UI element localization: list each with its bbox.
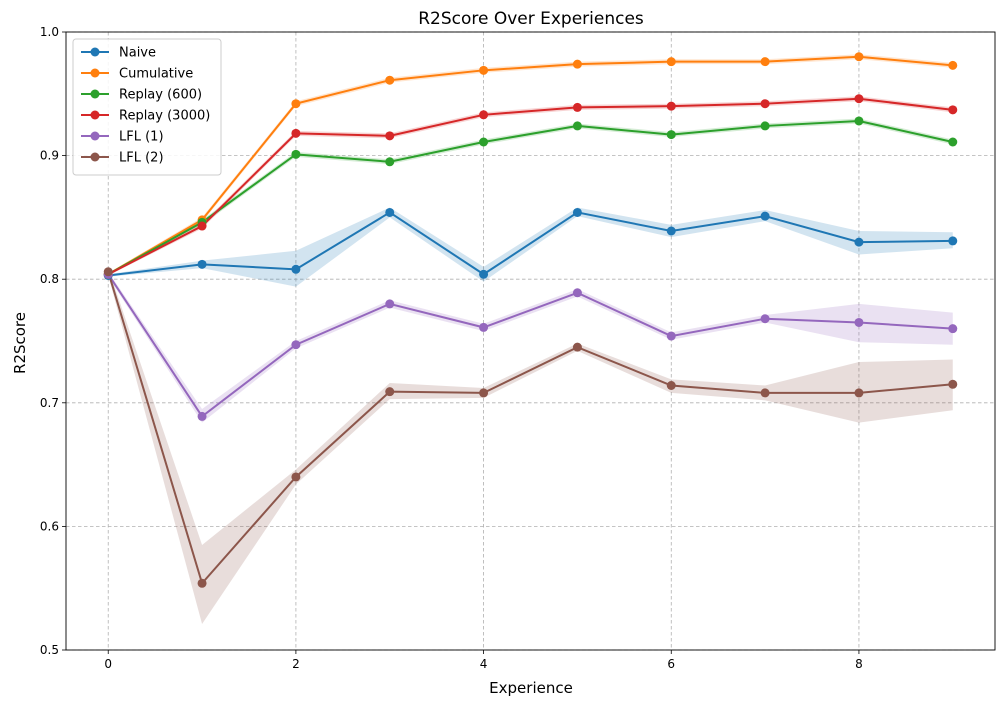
point-naive	[291, 264, 301, 274]
x-tick-label: 4	[480, 657, 488, 671]
point-replay-3000	[572, 102, 582, 112]
point-replay-3000	[197, 221, 207, 231]
point-lfl-2	[103, 267, 113, 277]
y-tick-label: 0.8	[40, 272, 59, 286]
legend-marker-cumulative	[90, 68, 100, 78]
chart-title: R2Score Over Experiences	[418, 9, 644, 29]
point-replay-3000	[948, 105, 958, 115]
point-replay-3000	[479, 110, 489, 120]
legend-marker-replay-600	[90, 89, 100, 99]
x-tick-label: 0	[104, 657, 112, 671]
y-tick-label: 0.6	[40, 519, 59, 533]
point-lfl-1	[572, 288, 582, 298]
point-lfl-1	[854, 317, 864, 327]
point-lfl-2	[854, 388, 864, 398]
point-lfl-1	[666, 331, 676, 341]
legend-label-replay-3000: Replay (3000)	[119, 109, 210, 124]
point-replay-600	[666, 130, 676, 140]
point-replay-3000	[760, 99, 770, 109]
point-lfl-2	[385, 387, 395, 397]
point-lfl-1	[197, 411, 207, 421]
point-replay-600	[854, 116, 864, 126]
point-replay-3000	[666, 101, 676, 111]
y-tick-label: 0.9	[40, 149, 59, 163]
point-lfl-2	[948, 379, 958, 389]
point-cumulative	[385, 75, 395, 85]
band-lfl-1	[108, 271, 953, 423]
axis-ticks: 0 2 4 6 8 0.5 0.6 0.7 0.8 0.9 1.0	[40, 25, 863, 671]
point-lfl-2	[666, 380, 676, 390]
legend-marker-naive	[90, 47, 100, 57]
point-replay-600	[479, 137, 489, 147]
point-naive	[479, 269, 489, 279]
series-markers	[103, 52, 958, 588]
point-naive	[385, 207, 395, 217]
point-replay-600	[948, 137, 958, 147]
legend-label-lfl-1: LFL (1)	[119, 130, 164, 145]
legend: Naive Cumulative Replay (600) Replay (3000)…	[72, 38, 222, 176]
x-tick-label: 2	[292, 657, 300, 671]
band-naive	[108, 207, 953, 287]
band-replay-600	[108, 118, 953, 276]
y-tick-label: 0.5	[40, 643, 59, 657]
point-cumulative	[854, 52, 864, 62]
confidence-bands	[108, 54, 953, 625]
line-replay-3000	[107, 97, 953, 276]
point-lfl-2	[291, 472, 301, 482]
point-cumulative	[291, 99, 301, 109]
point-naive	[572, 207, 582, 217]
y-tick-label: 1.0	[40, 25, 59, 39]
legend-label-lfl-2: LFL (2)	[119, 151, 164, 166]
point-lfl-2	[760, 388, 770, 398]
x-tick-label: 6	[667, 657, 675, 671]
legend-marker-lfl-2	[90, 152, 100, 162]
point-naive	[854, 237, 864, 247]
point-lfl-2	[479, 388, 489, 398]
point-lfl-1	[291, 340, 301, 350]
point-cumulative	[479, 65, 489, 75]
point-replay-3000	[291, 128, 301, 138]
point-lfl-1	[760, 314, 770, 324]
point-lfl-1	[479, 322, 489, 332]
point-cumulative	[760, 57, 770, 67]
legend-label-cumulative: Cumulative	[119, 67, 193, 82]
point-naive	[948, 236, 958, 246]
point-lfl-1	[385, 299, 395, 309]
point-naive	[760, 211, 770, 221]
point-naive	[197, 259, 207, 269]
legend-marker-replay-3000	[90, 110, 100, 120]
line-naive	[108, 211, 953, 277]
legend-marker-lfl-1	[90, 131, 100, 141]
point-replay-3000	[385, 131, 395, 141]
x-axis-label: Experience	[489, 679, 573, 697]
point-replay-600	[291, 149, 301, 159]
point-cumulative	[948, 60, 958, 70]
series-lines	[107, 55, 953, 586]
plot-frame	[65, 31, 996, 651]
point-replay-600	[385, 157, 395, 167]
line-replay-600	[107, 119, 953, 276]
point-replay-600	[760, 121, 770, 131]
y-tick-label: 0.7	[40, 396, 59, 410]
point-lfl-2	[572, 342, 582, 352]
line-cumulative	[107, 55, 953, 276]
point-lfl-1	[948, 324, 958, 334]
line-lfl-2	[107, 271, 953, 586]
band-lfl-2	[108, 268, 953, 625]
point-naive	[666, 226, 676, 236]
x-tick-label: 8	[855, 657, 863, 671]
point-cumulative	[572, 59, 582, 69]
legend-label-naive: Naive	[119, 46, 156, 61]
legend-box	[72, 38, 222, 176]
line-lfl-1	[107, 273, 953, 418]
point-cumulative	[666, 57, 676, 67]
y-axis-label: R2Score	[11, 312, 29, 374]
point-replay-3000	[854, 94, 864, 104]
point-lfl-2	[197, 578, 207, 588]
point-replay-600	[572, 121, 582, 131]
legend-label-replay-600: Replay (600)	[119, 88, 202, 103]
